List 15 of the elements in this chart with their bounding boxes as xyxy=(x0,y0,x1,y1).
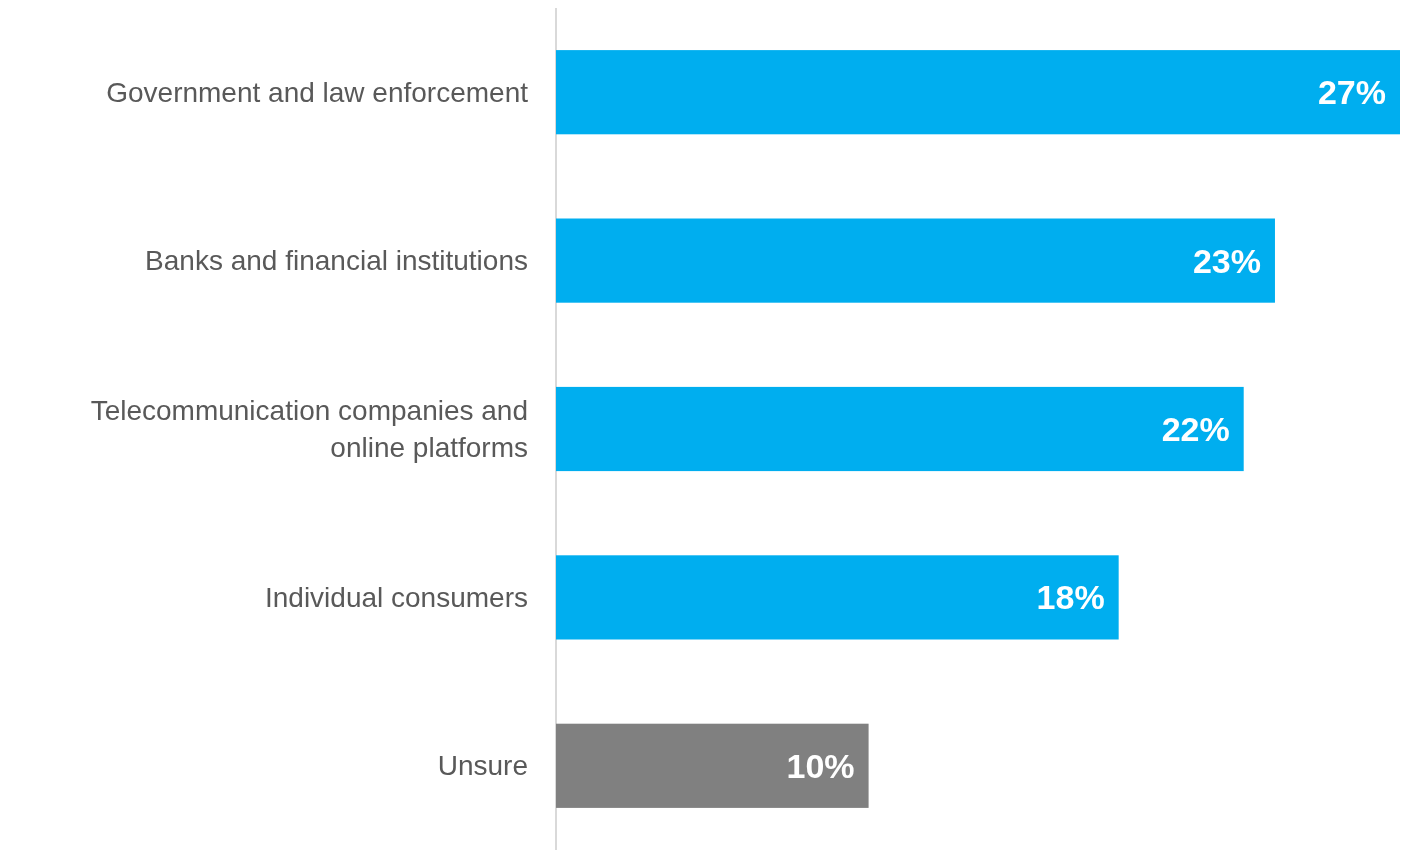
data-label: 10% xyxy=(786,746,855,785)
y-tick-label: Individual consumers xyxy=(264,581,528,613)
y-tick-label: Unsure xyxy=(437,750,528,782)
bar xyxy=(556,50,1400,135)
y-tick-label: Government and law enforcement xyxy=(106,76,529,108)
y-tick-label: Telecommunication companies and online platforms xyxy=(90,395,528,463)
y-tick-label: Banks and financial institutions xyxy=(145,245,528,277)
data-label: 22% xyxy=(1161,410,1230,448)
data-label: 27% xyxy=(1317,73,1386,112)
bar xyxy=(556,386,1244,472)
bar xyxy=(556,555,1119,640)
data-label: 23% xyxy=(1192,241,1261,280)
data-label: 18% xyxy=(1036,578,1105,617)
bar xyxy=(556,218,1275,303)
bar xyxy=(556,723,869,808)
